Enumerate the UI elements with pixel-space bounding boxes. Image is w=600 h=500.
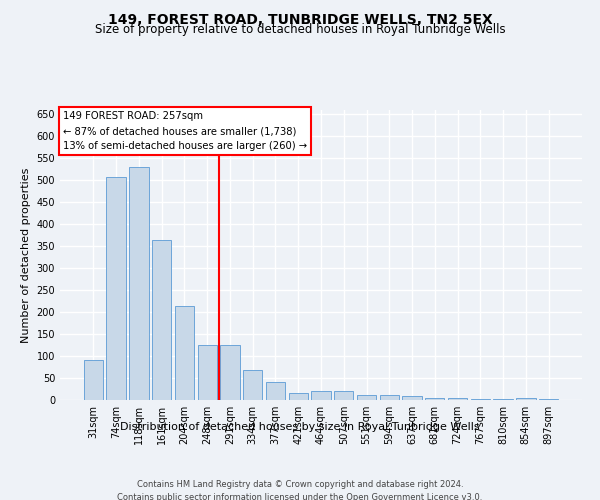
Bar xyxy=(493,399,513,400)
Bar xyxy=(129,167,149,400)
Bar xyxy=(380,395,399,400)
Bar xyxy=(197,345,217,400)
Bar xyxy=(470,399,490,400)
Y-axis label: Number of detached properties: Number of detached properties xyxy=(21,168,31,342)
Bar xyxy=(175,306,194,400)
Bar xyxy=(106,177,126,400)
Text: Distribution of detached houses by size in Royal Tunbridge Wells: Distribution of detached houses by size … xyxy=(120,422,480,432)
Bar xyxy=(311,391,331,400)
Bar xyxy=(334,391,353,400)
Bar xyxy=(448,398,467,400)
Bar xyxy=(357,395,376,400)
Bar xyxy=(289,392,308,400)
Bar xyxy=(220,345,239,400)
Bar xyxy=(266,382,285,400)
Text: 149, FOREST ROAD, TUNBRIDGE WELLS, TN2 5EX: 149, FOREST ROAD, TUNBRIDGE WELLS, TN2 5… xyxy=(107,12,493,26)
Text: Size of property relative to detached houses in Royal Tunbridge Wells: Size of property relative to detached ho… xyxy=(95,24,505,36)
Bar xyxy=(152,240,172,400)
Bar xyxy=(84,360,103,400)
Bar xyxy=(425,398,445,400)
Text: Contains HM Land Registry data © Crown copyright and database right 2024.
Contai: Contains HM Land Registry data © Crown c… xyxy=(118,480,482,500)
Text: 149 FOREST ROAD: 257sqm
← 87% of detached houses are smaller (1,738)
13% of semi: 149 FOREST ROAD: 257sqm ← 87% of detache… xyxy=(62,112,307,151)
Bar xyxy=(539,399,558,400)
Bar xyxy=(243,370,262,400)
Bar xyxy=(516,398,536,400)
Bar xyxy=(403,396,422,400)
